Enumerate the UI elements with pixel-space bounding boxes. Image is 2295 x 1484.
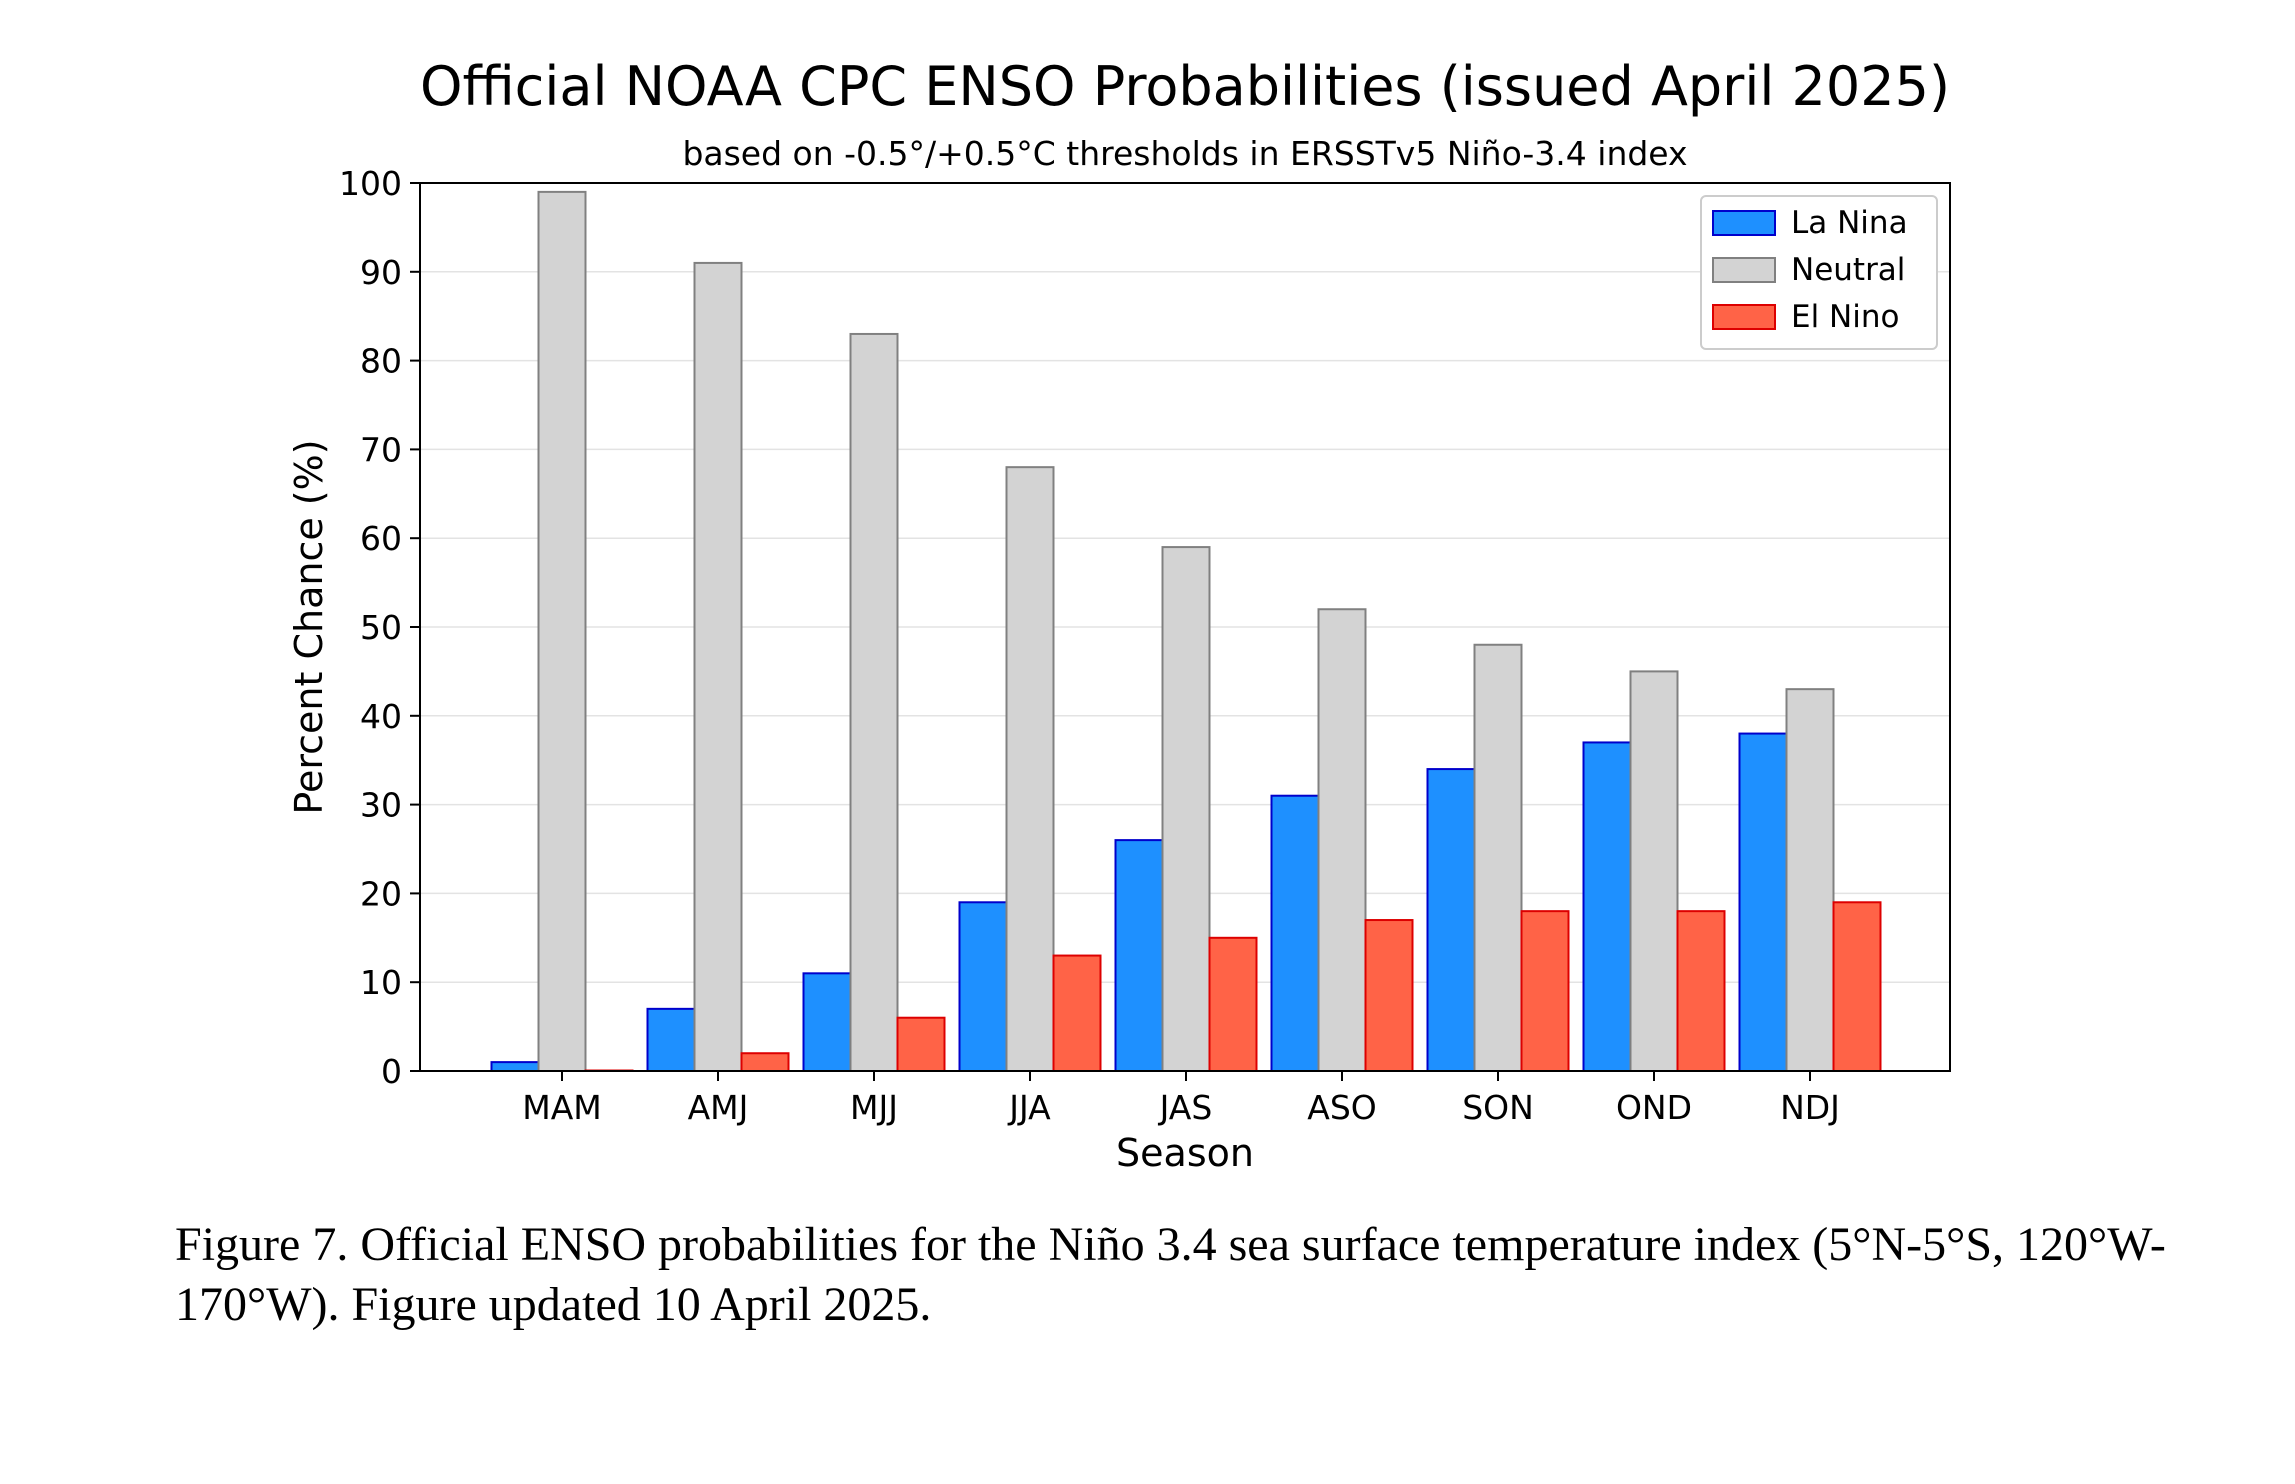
bar bbox=[1364, 919, 1414, 1072]
bar bbox=[537, 190, 587, 1072]
bar bbox=[1582, 741, 1632, 1072]
y-tick-label: 30 bbox=[360, 786, 402, 825]
bar bbox=[1270, 794, 1320, 1072]
x-tick-label: SON bbox=[1462, 1088, 1534, 1127]
bar bbox=[1520, 910, 1570, 1072]
bar bbox=[958, 901, 1008, 1073]
bar bbox=[1676, 910, 1726, 1072]
y-tick-label: 0 bbox=[381, 1052, 402, 1091]
legend-swatch bbox=[1712, 210, 1776, 236]
figure-caption: Figure 7. Official ENSO probabilities fo… bbox=[175, 1218, 2166, 1331]
legend-swatch bbox=[1712, 304, 1776, 330]
bar bbox=[1208, 936, 1258, 1072]
x-tick-label: NDJ bbox=[1780, 1088, 1840, 1127]
x-axis-ticks: MAM AMJ MJJ JJA JAS ASO SON OND NDJ bbox=[522, 1071, 1840, 1127]
x-tick-label: MAM bbox=[522, 1088, 602, 1127]
bar bbox=[1473, 643, 1523, 1072]
bar bbox=[490, 1061, 540, 1072]
y-tick-label: 90 bbox=[360, 253, 402, 292]
legend-label: El Nino bbox=[1791, 299, 1899, 335]
x-tick-label: ASO bbox=[1307, 1088, 1377, 1127]
bar bbox=[1629, 670, 1679, 1073]
bars bbox=[490, 190, 1882, 1073]
bar bbox=[1832, 901, 1882, 1073]
bar bbox=[1005, 466, 1055, 1073]
bar bbox=[1785, 688, 1835, 1072]
y-tick-label: 80 bbox=[360, 342, 402, 381]
legend-label: Neutral bbox=[1791, 252, 1905, 288]
enso-probability-chart: Official NOAA CPC ENSO Probabilities (is… bbox=[287, 55, 1951, 1175]
chart-subtitle: based on -0.5°/+0.5°C thresholds in ERSS… bbox=[682, 134, 1687, 173]
y-tick-label: 20 bbox=[360, 874, 402, 913]
x-tick-label: MJJ bbox=[850, 1088, 898, 1127]
chart-title: Official NOAA CPC ENSO Probabilities (is… bbox=[420, 55, 1950, 118]
bar bbox=[1738, 732, 1788, 1072]
legend-swatch bbox=[1712, 257, 1776, 283]
y-axis-ticks: 0 10 20 30 40 50 60 70 80 90 100 bbox=[339, 164, 420, 1091]
x-tick-label: OND bbox=[1616, 1088, 1692, 1127]
y-tick-label: 70 bbox=[360, 430, 402, 469]
bar bbox=[896, 1016, 946, 1072]
bar bbox=[1317, 608, 1367, 1072]
bar bbox=[1052, 954, 1102, 1072]
y-tick-label: 40 bbox=[360, 697, 402, 736]
x-tick-label: AMJ bbox=[688, 1088, 749, 1127]
bar bbox=[740, 1052, 790, 1072]
y-tick-label: 60 bbox=[360, 519, 402, 558]
legend: La Nina Neutral El Nino bbox=[1700, 195, 1938, 350]
bar bbox=[693, 261, 743, 1073]
bar bbox=[1114, 839, 1164, 1072]
y-tick-label: 100 bbox=[339, 164, 402, 203]
bar bbox=[1426, 768, 1476, 1073]
bar bbox=[802, 972, 852, 1073]
x-tick-label: JAS bbox=[1158, 1088, 1213, 1127]
y-tick-label: 50 bbox=[360, 608, 402, 647]
legend-label: La Nina bbox=[1791, 205, 1908, 241]
y-axis-label: Percent Chance (%) bbox=[287, 439, 331, 814]
bar bbox=[1161, 546, 1211, 1072]
y-tick-label: 10 bbox=[360, 963, 402, 1002]
x-axis-label: Season bbox=[1116, 1131, 1254, 1175]
bar bbox=[849, 332, 899, 1072]
bar bbox=[646, 1007, 696, 1073]
x-tick-label: JJA bbox=[1007, 1088, 1051, 1127]
